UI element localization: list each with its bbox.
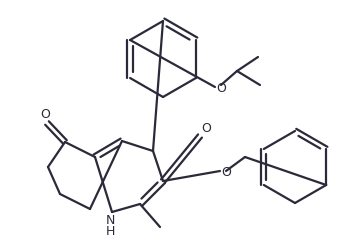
Text: H: H — [105, 225, 115, 238]
Text: O: O — [40, 108, 50, 120]
Text: N: N — [105, 213, 115, 226]
Text: O: O — [221, 165, 231, 178]
Text: O: O — [216, 81, 226, 94]
Text: O: O — [201, 121, 211, 135]
